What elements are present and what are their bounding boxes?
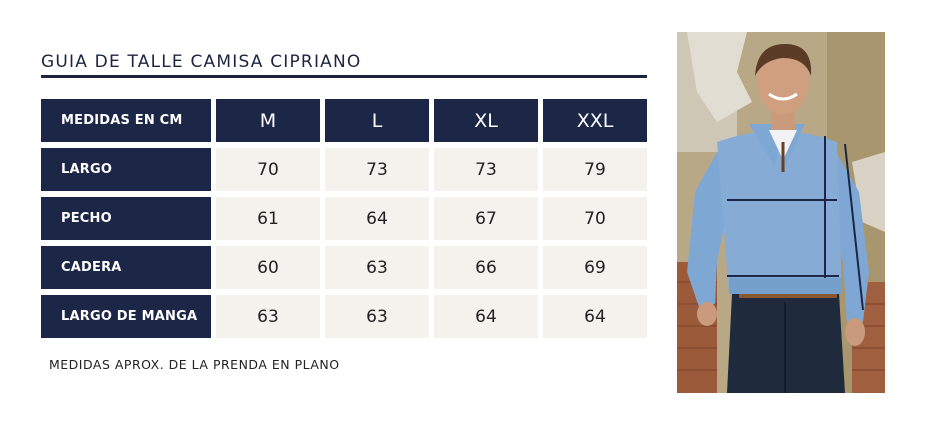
table-cell: 66	[434, 246, 538, 289]
row-label-pecho: PECHO	[41, 197, 211, 240]
table-cell: 63	[325, 295, 429, 338]
table-cell: 67	[434, 197, 538, 240]
table-cell: 70	[216, 148, 320, 191]
table-cell: 63	[325, 246, 429, 289]
table-cell: 63	[216, 295, 320, 338]
table-cell: 61	[216, 197, 320, 240]
row-label-largo: LARGO	[41, 148, 211, 191]
table-cell: 69	[543, 246, 647, 289]
measurement-note: MEDIDAS APROX. DE LA PRENDA EN PLANO	[49, 357, 340, 372]
model-photo-icon	[677, 32, 885, 393]
size-header-xl: XL	[434, 99, 538, 142]
table-cell: 64	[434, 295, 538, 338]
page-title: GUIA DE TALLE CAMISA CIPRIANO	[41, 52, 362, 72]
table-cell: 73	[325, 148, 429, 191]
size-header-xxl: XXL	[543, 99, 647, 142]
table-cell: 79	[543, 148, 647, 191]
table-cell: 70	[543, 197, 647, 240]
table-header-label: MEDIDAS EN CM	[41, 99, 211, 142]
table-cell: 60	[216, 246, 320, 289]
table-cell: 73	[434, 148, 538, 191]
size-table: MEDIDAS EN CM M L XL XXL LARGO 70 73 73 …	[41, 99, 647, 338]
table-cell: 64	[543, 295, 647, 338]
model-photo	[677, 32, 885, 393]
size-header-l: L	[325, 99, 429, 142]
table-cell: 64	[325, 197, 429, 240]
row-label-largo-de-manga: LARGO DE MANGA	[41, 295, 211, 338]
row-label-cadera: CADERA	[41, 246, 211, 289]
size-header-m: M	[216, 99, 320, 142]
title-divider	[41, 75, 647, 78]
